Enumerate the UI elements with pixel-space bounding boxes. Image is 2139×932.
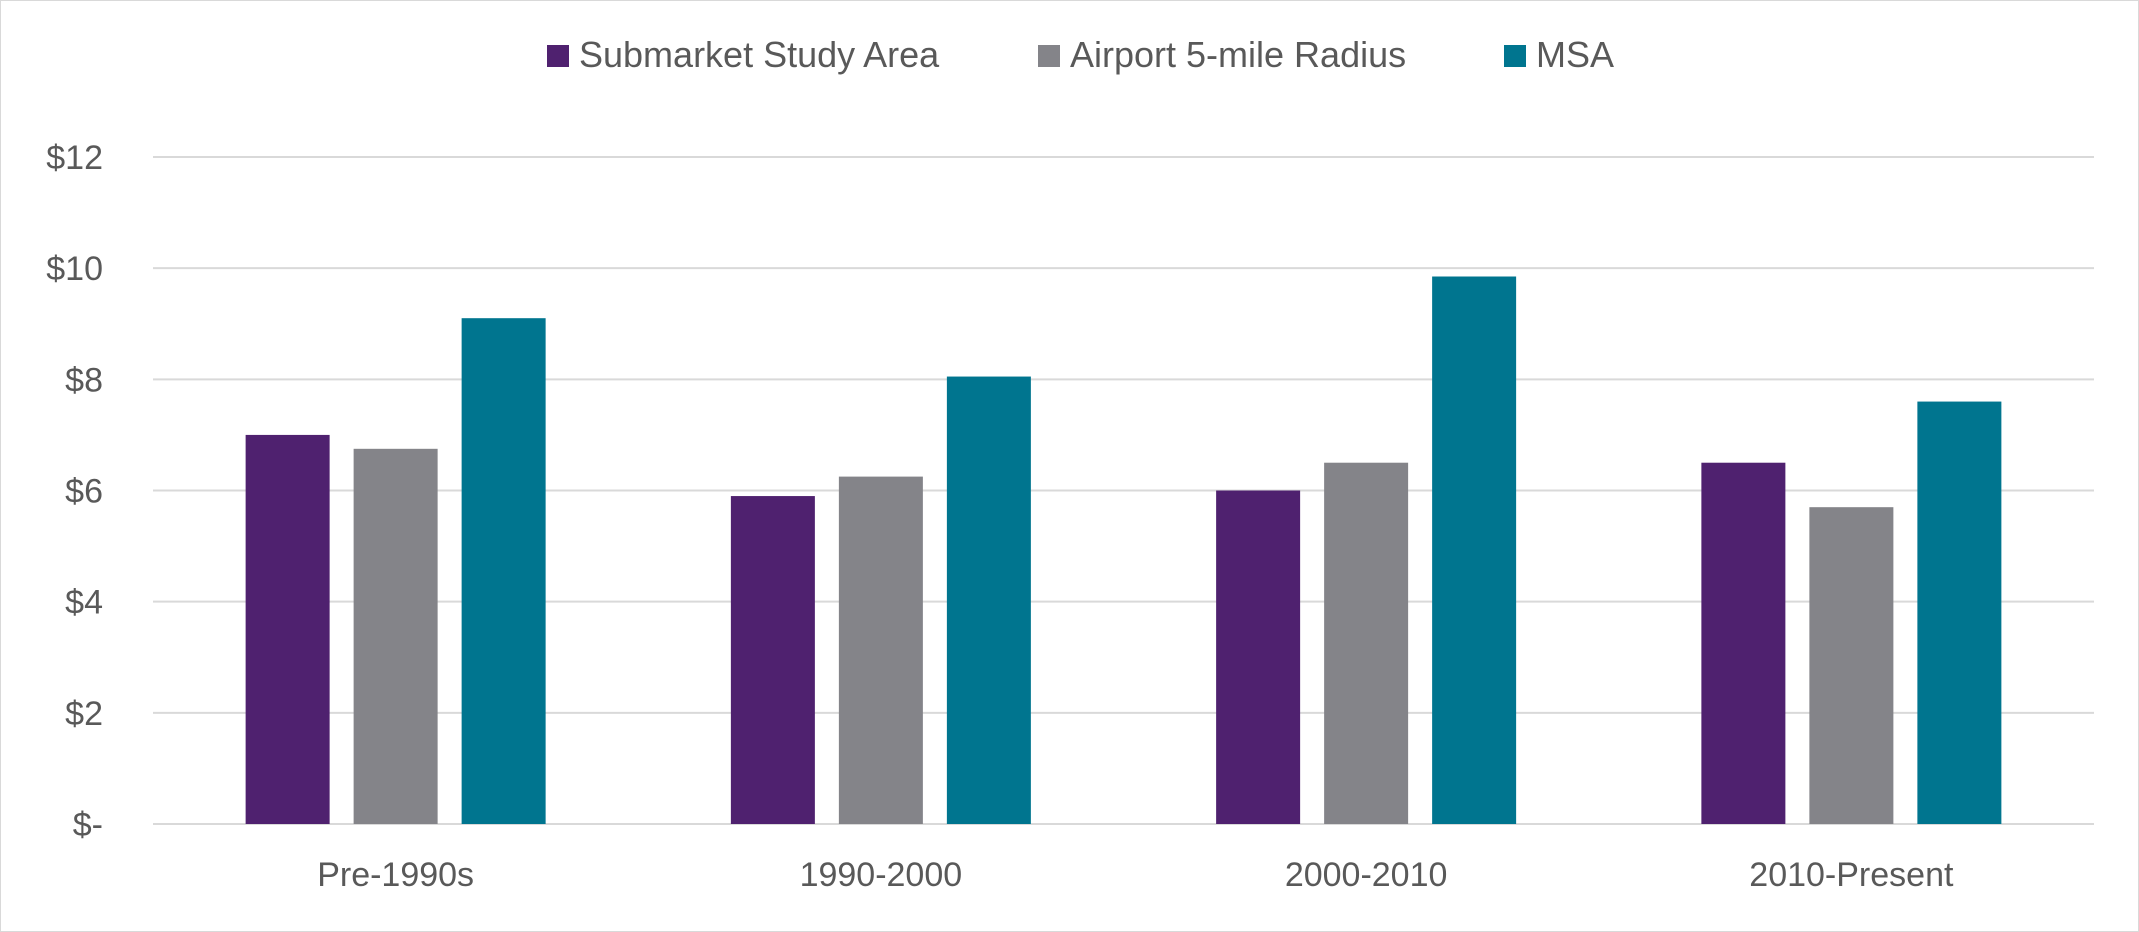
y-tick-label: $10	[46, 250, 103, 288]
bar-airport-5-mile-radius-1990-2000	[838, 476, 923, 824]
bars	[245, 276, 2002, 825]
y-tick-label: $-	[73, 806, 103, 844]
legend-label: Submarket Study Area	[579, 34, 940, 75]
y-tick-label: $6	[65, 473, 103, 511]
legend: Submarket Study Area Airport 5-mile Radiu…	[547, 34, 1614, 75]
x-tick-label: Pre-1990s	[317, 856, 474, 894]
bar-submarket-study-area-2010-present	[1701, 462, 1786, 824]
y-tick-label: $8	[65, 361, 103, 399]
bar-airport-5-mile-radius-pre-1990s	[353, 448, 438, 824]
bar-msa-pre-1990s	[461, 318, 546, 824]
bar-submarket-study-area-pre-1990s	[245, 434, 330, 824]
y-tick-label: $4	[65, 584, 103, 622]
y-axis: $- $2 $4 $6 $8 $10 $12	[46, 139, 103, 844]
y-tick-label: $2	[65, 695, 103, 733]
gridlines	[153, 156, 2094, 825]
x-tick-label: 2010-Present	[1749, 856, 1954, 894]
bar-msa-2010-present	[1917, 401, 2002, 824]
legend-swatch	[1038, 45, 1060, 67]
legend-label: Airport 5-mile Radius	[1070, 34, 1406, 75]
x-tick-label: 2000-2010	[1285, 856, 1448, 894]
y-tick-label: $12	[46, 139, 103, 177]
legend-swatch	[547, 45, 569, 67]
bar-msa-1990-2000	[946, 376, 1031, 824]
x-tick-label: 1990-2000	[800, 856, 963, 894]
bar-submarket-study-area-1990-2000	[730, 496, 815, 824]
legend-swatch	[1504, 45, 1526, 67]
bar-airport-5-mile-radius-2000-2010	[1324, 462, 1409, 824]
bar-msa-2000-2010	[1432, 276, 1517, 825]
bar-airport-5-mile-radius-2010-present	[1809, 507, 1894, 824]
legend-label: MSA	[1536, 34, 1614, 75]
x-axis: Pre-1990s 1990-2000 2000-2010 2010-Present	[317, 856, 1954, 894]
bar-submarket-study-area-2000-2010	[1216, 490, 1301, 824]
